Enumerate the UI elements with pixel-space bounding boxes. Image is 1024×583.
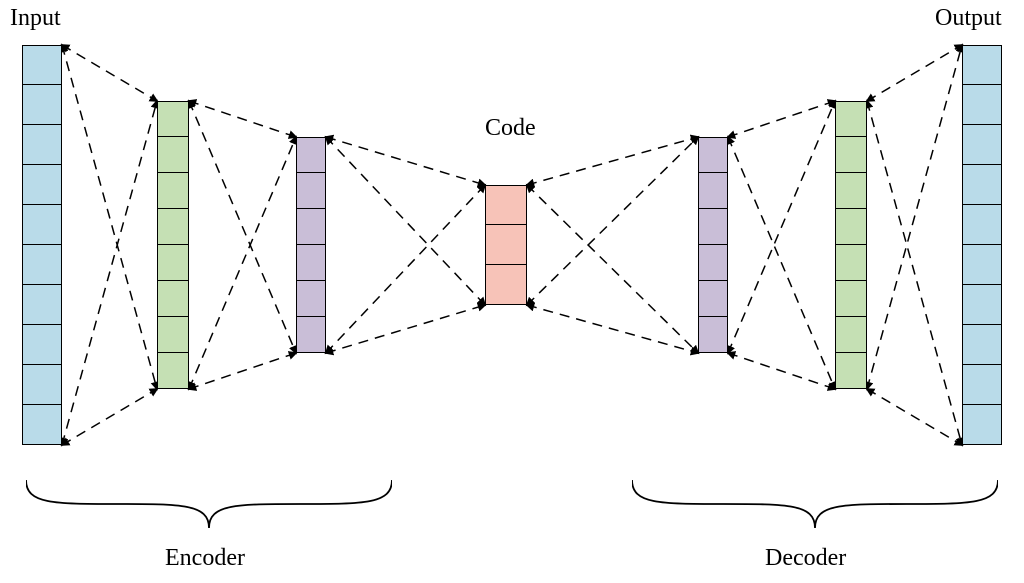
layer-cell: [296, 245, 326, 281]
layer-cell: [698, 245, 728, 281]
layer-output: [962, 45, 1002, 445]
layer-cell: [22, 85, 62, 125]
output-label: Output: [935, 5, 1002, 32]
layer-cell: [962, 165, 1002, 205]
layer-cell: [835, 209, 867, 245]
layer-cell: [698, 173, 728, 209]
layer-cell: [22, 125, 62, 165]
layer-cell: [157, 209, 189, 245]
layer-cell: [296, 317, 326, 353]
layer-cell: [962, 125, 1002, 165]
layer-cell: [296, 281, 326, 317]
layer-cell: [835, 353, 867, 389]
layer-cell: [698, 209, 728, 245]
layer-cell: [962, 205, 1002, 245]
layer-cell: [22, 365, 62, 405]
layer-cell: [835, 317, 867, 353]
layer-enc2: [296, 137, 326, 353]
decoder-brace: [632, 480, 998, 538]
encoder-brace: [26, 480, 392, 538]
layer-cell: [157, 317, 189, 353]
layer-cell: [485, 185, 527, 225]
layer-cell: [698, 137, 728, 173]
layer-cell: [835, 281, 867, 317]
layer-cell: [157, 353, 189, 389]
layer-cell: [835, 173, 867, 209]
layer-cell: [22, 325, 62, 365]
layer-cell: [962, 365, 1002, 405]
layer-cell: [157, 101, 189, 137]
layer-cell: [698, 281, 728, 317]
layer-cell: [157, 173, 189, 209]
autoencoder-diagram: Input Output Code Encoder Decoder: [0, 0, 1024, 583]
layer-cell: [962, 85, 1002, 125]
layer-cell: [485, 265, 527, 305]
layer-cell: [157, 281, 189, 317]
layer-cell: [157, 245, 189, 281]
layer-cell: [962, 325, 1002, 365]
code-label: Code: [485, 115, 536, 142]
layer-dec1: [835, 101, 867, 389]
layer-input: [22, 45, 62, 445]
layer-cell: [296, 173, 326, 209]
layer-cell: [22, 405, 62, 445]
layer-dec2: [698, 137, 728, 353]
layer-cell: [485, 225, 527, 265]
layer-code: [485, 185, 527, 305]
layer-cell: [698, 317, 728, 353]
decoder-label: Decoder: [765, 545, 846, 572]
layer-cell: [22, 45, 62, 85]
encoder-label: Encoder: [165, 545, 245, 572]
layer-cell: [962, 45, 1002, 85]
layer-cell: [296, 209, 326, 245]
layer-cell: [157, 137, 189, 173]
layer-cell: [22, 165, 62, 205]
layer-cell: [22, 245, 62, 285]
layer-cell: [962, 285, 1002, 325]
layer-cell: [962, 405, 1002, 445]
layer-cell: [22, 205, 62, 245]
layer-cell: [962, 245, 1002, 285]
layer-cell: [22, 285, 62, 325]
layer-cell: [296, 137, 326, 173]
input-label: Input: [10, 5, 61, 32]
layer-cell: [835, 245, 867, 281]
layer-enc1: [157, 101, 189, 389]
layer-cell: [835, 101, 867, 137]
layer-cell: [835, 137, 867, 173]
